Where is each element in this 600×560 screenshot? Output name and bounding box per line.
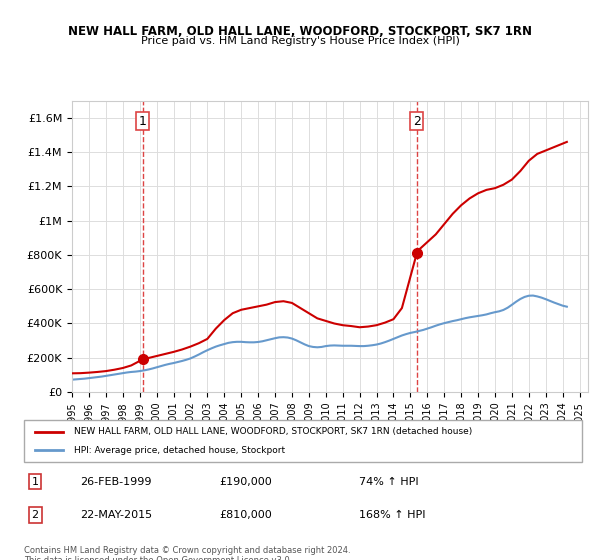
Text: NEW HALL FARM, OLD HALL LANE, WOODFORD, STOCKPORT, SK7 1RN (detached house): NEW HALL FARM, OLD HALL LANE, WOODFORD, … <box>74 427 472 436</box>
Text: Price paid vs. HM Land Registry's House Price Index (HPI): Price paid vs. HM Land Registry's House … <box>140 36 460 46</box>
Text: 1: 1 <box>139 115 146 128</box>
Text: £810,000: £810,000 <box>220 510 272 520</box>
Text: HPI: Average price, detached house, Stockport: HPI: Average price, detached house, Stoc… <box>74 446 286 455</box>
Text: NEW HALL FARM, OLD HALL LANE, WOODFORD, STOCKPORT, SK7 1RN: NEW HALL FARM, OLD HALL LANE, WOODFORD, … <box>68 25 532 38</box>
Text: 168% ↑ HPI: 168% ↑ HPI <box>359 510 425 520</box>
FancyBboxPatch shape <box>24 420 582 462</box>
Text: 74% ↑ HPI: 74% ↑ HPI <box>359 477 418 487</box>
Text: £190,000: £190,000 <box>220 477 272 487</box>
Text: Contains HM Land Registry data © Crown copyright and database right 2024.
This d: Contains HM Land Registry data © Crown c… <box>24 546 350 560</box>
Text: 1: 1 <box>32 477 38 487</box>
Text: 22-MAY-2015: 22-MAY-2015 <box>80 510 152 520</box>
Text: 2: 2 <box>413 115 421 128</box>
Text: 26-FEB-1999: 26-FEB-1999 <box>80 477 151 487</box>
Text: 2: 2 <box>32 510 39 520</box>
